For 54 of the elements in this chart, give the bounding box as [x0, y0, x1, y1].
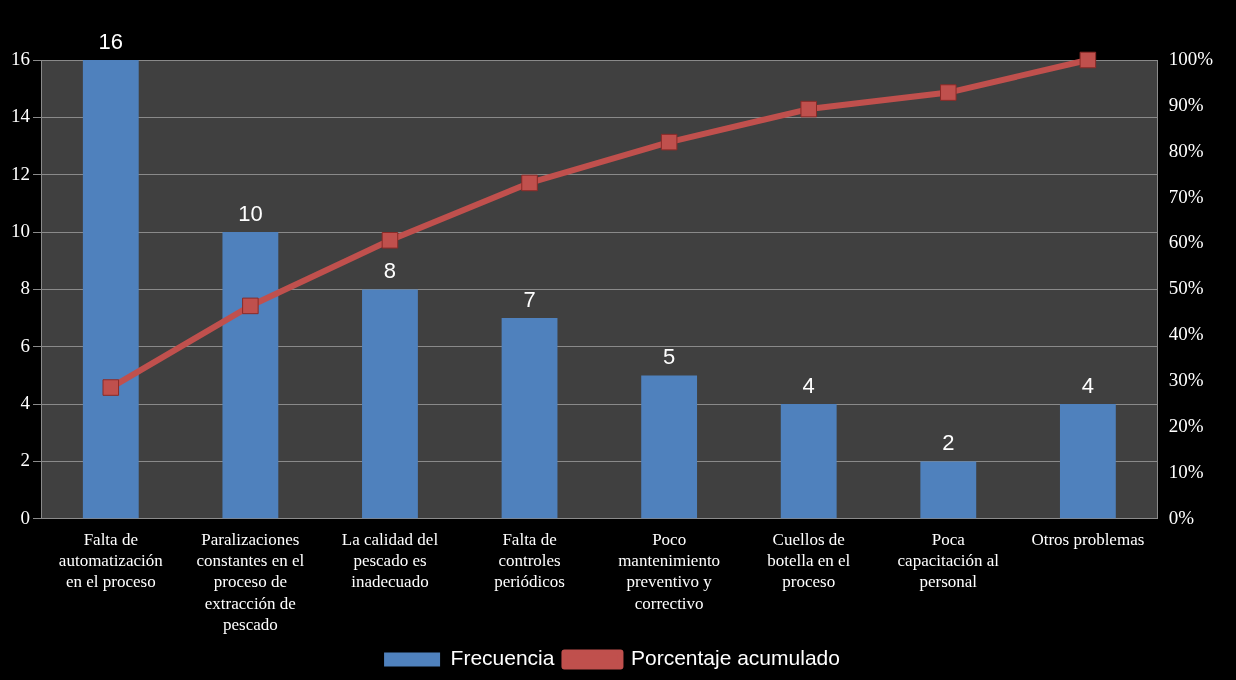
y2-tick-label: 10% [1168, 460, 1204, 482]
y2-tick-label: 100% [1168, 47, 1214, 69]
point [800, 100, 817, 118]
data-label: 2 [942, 430, 955, 456]
x-tick-label: Cuellos de botella en el proceso [767, 529, 851, 592]
bar [780, 404, 837, 519]
y-tick-label: 14 [11, 105, 31, 127]
y2-tick-label: 20% [1168, 414, 1204, 436]
y-tick-label: 12 [11, 162, 30, 184]
y2-tick-label: 70% [1168, 185, 1204, 207]
point [940, 84, 957, 101]
y2-tick-label: 0% [1168, 506, 1195, 528]
data-label: 8 [383, 258, 397, 284]
x-tick-label: Poco mantenimiento preventivo y correctivo [618, 529, 721, 613]
data-label: 4 [1081, 373, 1095, 399]
y2-tick-label: 30% [1168, 369, 1204, 391]
y-tick-label: 2 [20, 449, 30, 471]
point [1079, 51, 1097, 69]
x-tick-label: Poca capacitación al personal [897, 529, 1000, 592]
y-tick-label: 0 [20, 506, 30, 528]
y2-tick-label: 40% [1168, 323, 1204, 345]
legend-label: Frecuencia [450, 646, 555, 670]
data-label: 10 [238, 201, 263, 227]
y2-tick-label: 50% [1168, 277, 1204, 299]
y2-tick-label: 60% [1168, 231, 1204, 253]
bar [641, 375, 698, 519]
bar [1059, 404, 1116, 519]
y-tick-label: 10 [11, 220, 30, 242]
data-label: 5 [663, 344, 676, 370]
legend-label: Porcentaje acumulado [630, 646, 840, 670]
data-label: 7 [523, 287, 536, 313]
point [521, 174, 538, 192]
x-tick-label: La calidad del pescado es inadecuado [341, 529, 439, 592]
bar [362, 289, 418, 519]
y2-tick-label: 90% [1168, 93, 1204, 115]
bar [222, 232, 279, 519]
y-tick-label: 6 [20, 334, 30, 356]
data-label: 16 [98, 29, 124, 55]
x-tick-label: Paralizaciones constantes en el proceso de extracción de pescado [196, 529, 305, 634]
y-tick-label: 8 [20, 277, 30, 299]
y2-tick-label: 80% [1168, 139, 1204, 161]
bar [501, 318, 558, 519]
point [381, 232, 399, 249]
point [102, 379, 120, 396]
y-tick-label: 16 [11, 47, 30, 69]
y-tick-label: 4 [20, 392, 31, 414]
x-tick-label: Otros problemas [1031, 529, 1145, 549]
x-tick-label: Falta de controles periódicos [494, 529, 565, 592]
bar [920, 461, 977, 519]
data-label: 4 [802, 373, 815, 399]
point [660, 133, 678, 151]
x-tick-label: Falta de automatización en el proceso [58, 529, 164, 592]
bar [82, 60, 139, 519]
point [242, 297, 259, 315]
